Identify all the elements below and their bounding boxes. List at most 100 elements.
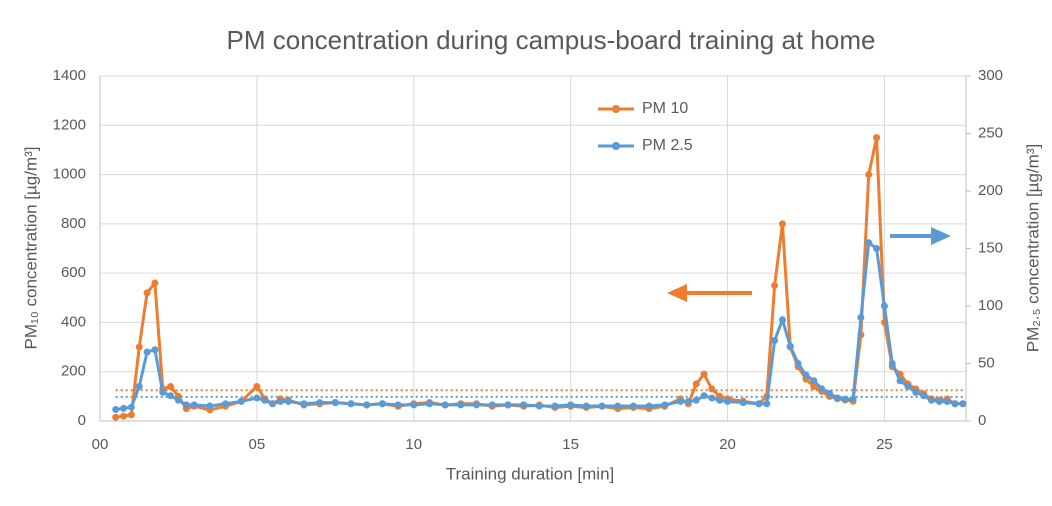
data-point <box>920 392 928 400</box>
y-tick-label: 600 <box>61 264 86 281</box>
data-point <box>794 360 802 367</box>
data-point <box>190 401 198 409</box>
data-point <box>873 134 881 142</box>
data-point <box>833 394 841 402</box>
x-tick-label: 05 <box>249 436 266 453</box>
x-tick-label: 20 <box>719 436 736 453</box>
data-point <box>676 397 684 405</box>
data-point <box>425 400 433 408</box>
y-axis-title: PM₁₀ concentration [µg/m³] <box>21 146 40 349</box>
y-tick-label: 200 <box>61 363 86 380</box>
y2-tick-label: 200 <box>978 182 1003 199</box>
data-point <box>206 402 214 410</box>
data-point <box>167 392 175 400</box>
data-point <box>598 402 606 410</box>
data-point <box>614 402 622 410</box>
data-point <box>873 245 881 252</box>
data-point <box>237 397 245 405</box>
y-tick-label: 1000 <box>53 166 86 183</box>
data-point <box>943 397 951 405</box>
data-point <box>849 395 857 403</box>
data-point <box>112 413 120 421</box>
data-point <box>896 377 904 385</box>
y-tick-label: 0 <box>78 412 86 429</box>
data-point <box>927 396 935 404</box>
data-point <box>120 404 128 412</box>
data-point <box>771 337 779 344</box>
x-tick-label: 15 <box>562 436 579 453</box>
data-point <box>182 401 190 409</box>
data-point <box>394 401 402 409</box>
data-point <box>269 400 277 408</box>
data-point <box>841 395 849 403</box>
data-point <box>692 396 700 404</box>
legend-label: PM 2.5 <box>642 137 693 154</box>
data-point <box>112 406 120 413</box>
data-point <box>724 397 732 405</box>
data-point <box>120 412 128 420</box>
data-point <box>786 342 794 350</box>
data-point <box>912 388 920 396</box>
data-point <box>865 239 873 247</box>
y-tick-label: 800 <box>61 215 86 232</box>
data-point <box>700 392 708 400</box>
y-tick-label: 1400 <box>53 67 86 84</box>
data-point <box>810 383 818 390</box>
data-point <box>959 400 967 408</box>
data-point <box>347 400 355 408</box>
data-point <box>520 401 528 409</box>
data-point <box>551 402 559 410</box>
x-axis-title: Training duration [min] <box>446 464 615 483</box>
data-point <box>535 402 543 410</box>
data-point <box>127 411 135 419</box>
y2-tick-label: 250 <box>978 124 1003 141</box>
chart-title: PM concentration during campus-board tra… <box>227 25 876 55</box>
data-point <box>151 279 159 287</box>
data-point <box>143 289 151 297</box>
y2-axis-title: PM₂.₅ concentration [µg/m³] <box>1023 144 1042 352</box>
data-point <box>865 171 873 179</box>
data-point <box>410 401 418 409</box>
data-point <box>135 383 143 390</box>
data-point <box>763 400 771 408</box>
data-point <box>441 401 449 409</box>
y2-tick-label: 150 <box>978 239 1003 256</box>
data-point <box>331 399 339 407</box>
y-tick-label: 1200 <box>53 116 86 133</box>
data-point <box>488 401 496 409</box>
data-point <box>684 397 692 405</box>
data-point <box>645 402 653 410</box>
data-point <box>300 400 308 408</box>
y2-tick-label: 0 <box>978 412 986 429</box>
y-tick-label: 400 <box>61 313 86 330</box>
data-point <box>127 403 135 411</box>
data-point <box>363 401 371 409</box>
plot-area: 0200400600800100012001400050100150200250… <box>53 67 1003 453</box>
data-point <box>151 346 159 354</box>
data-point <box>935 397 943 405</box>
data-point <box>700 370 708 378</box>
data-point <box>629 402 637 410</box>
data-point <box>857 314 865 321</box>
x-tick-label: 10 <box>405 436 422 453</box>
data-point <box>661 401 669 409</box>
data-point <box>174 396 182 404</box>
data-point <box>582 402 590 410</box>
data-point <box>778 316 786 324</box>
legend-marker <box>612 105 620 113</box>
data-point <box>802 371 810 379</box>
data-point <box>504 401 512 409</box>
data-point <box>284 397 292 405</box>
data-point <box>708 385 716 393</box>
data-point <box>818 385 826 393</box>
data-point <box>253 394 261 402</box>
data-point <box>457 401 465 409</box>
data-point <box>473 401 481 409</box>
data-point <box>167 383 175 390</box>
data-point <box>716 396 724 404</box>
data-point <box>880 302 888 310</box>
data-point <box>143 348 151 356</box>
data-point <box>261 396 269 404</box>
arrow-right-head <box>931 227 951 245</box>
